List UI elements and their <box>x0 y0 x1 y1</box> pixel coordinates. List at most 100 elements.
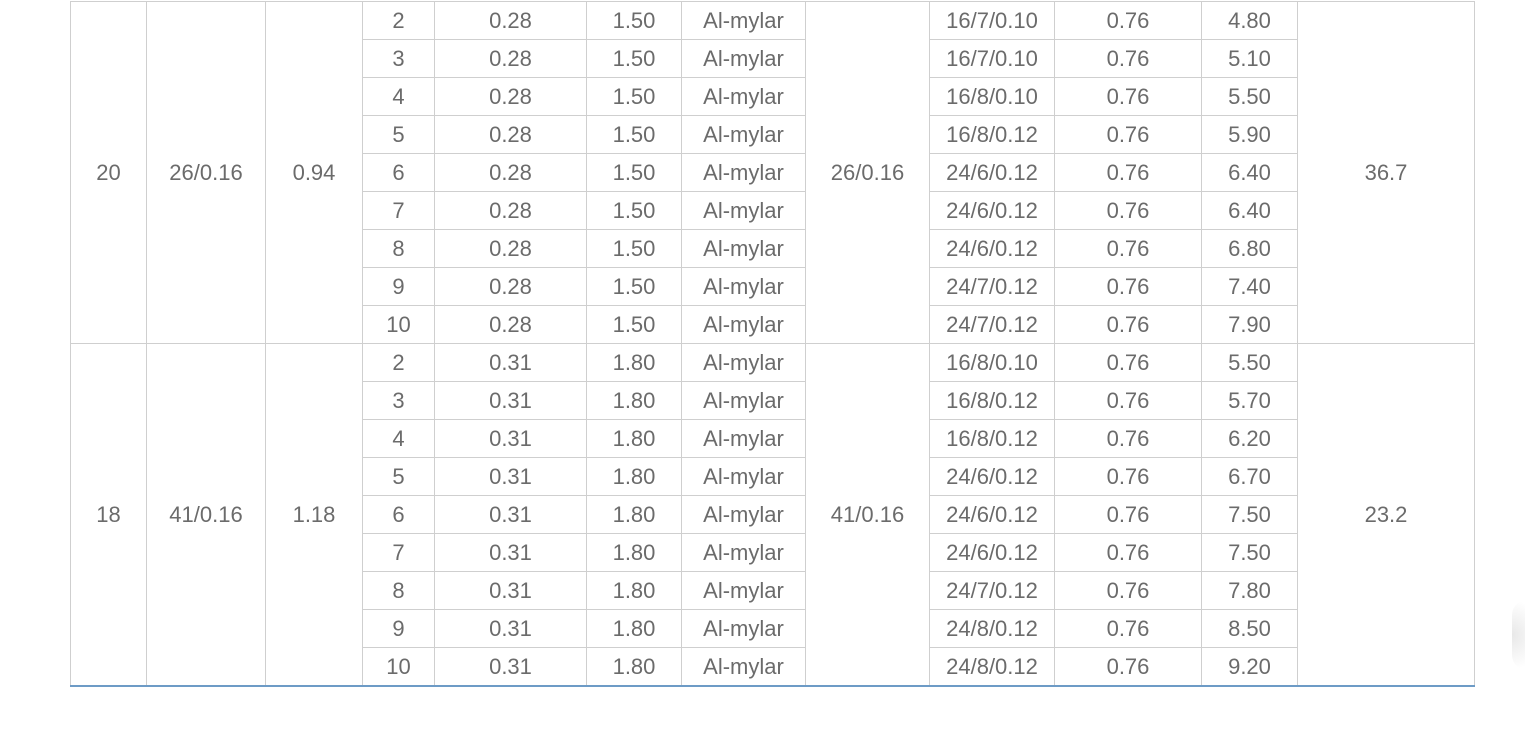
table-row: 7 0.28 1.50 Al-mylar 24/6/0.12 0.76 6.40 <box>71 191 1475 230</box>
pairs-cell: 7 <box>362 191 435 230</box>
insulation-cell: 0.31 <box>434 571 587 610</box>
diameter-cell: 1.50 <box>586 267 682 306</box>
braid-cell: 24/6/0.12 <box>929 457 1055 496</box>
pairs-cell: 10 <box>362 647 435 687</box>
diameter-cell: 1.80 <box>586 533 682 572</box>
outer-diameter-cell: 6.40 <box>1201 191 1298 230</box>
jacket-cell: 0.76 <box>1054 419 1202 458</box>
table-row: 8 0.28 1.50 Al-mylar 24/6/0.12 0.76 6.80 <box>71 229 1475 268</box>
insulation-cell: 0.31 <box>434 533 587 572</box>
shield-cell: Al-mylar <box>681 457 806 496</box>
table-row: 4 0.28 1.50 Al-mylar 16/8/0.10 0.76 5.50 <box>71 77 1475 116</box>
diameter-cell: 1.50 <box>586 115 682 154</box>
braid-cell: 16/7/0.10 <box>929 1 1055 40</box>
table-row: 9 0.28 1.50 Al-mylar 24/7/0.12 0.76 7.40 <box>71 267 1475 306</box>
resistance-cell: 23.2 <box>1297 343 1475 687</box>
conductor-cell: 41/0.16 <box>146 343 266 687</box>
outer-diameter-cell: 5.50 <box>1201 77 1298 116</box>
insulation-cell: 0.31 <box>434 495 587 534</box>
insulation-cell: 0.31 <box>434 647 587 687</box>
braid-cell: 24/8/0.12 <box>929 609 1055 648</box>
jacket-cell: 0.76 <box>1054 191 1202 230</box>
pairs-cell: 3 <box>362 39 435 78</box>
diameter-cell: 1.80 <box>586 381 682 420</box>
insulation-cell: 0.31 <box>434 343 587 382</box>
jacket-cell: 0.76 <box>1054 343 1202 382</box>
outer-diameter-cell: 5.10 <box>1201 39 1298 78</box>
outer-diameter-cell: 4.80 <box>1201 1 1298 40</box>
table-row: 6 0.28 1.50 Al-mylar 24/6/0.12 0.76 6.40 <box>71 153 1475 192</box>
table-row: 5 0.28 1.50 Al-mylar 16/8/0.12 0.76 5.90 <box>71 115 1475 154</box>
outer-diameter-cell: 7.80 <box>1201 571 1298 610</box>
diameter-cell: 1.80 <box>586 419 682 458</box>
pairs-cell: 3 <box>362 381 435 420</box>
table-row: 10 0.31 1.80 Al-mylar 24/8/0.12 0.76 9.20 <box>71 647 1475 687</box>
jacket-cell: 0.76 <box>1054 647 1202 687</box>
pairs-cell: 4 <box>362 419 435 458</box>
outer-diameter-cell: 6.80 <box>1201 229 1298 268</box>
pairs-cell: 5 <box>362 457 435 496</box>
braid-cell: 24/6/0.12 <box>929 191 1055 230</box>
outer-diameter-cell: 8.50 <box>1201 609 1298 648</box>
table-row: 3 0.31 1.80 Al-mylar 16/8/0.12 0.76 5.70 <box>71 381 1475 420</box>
table-row: 8 0.31 1.80 Al-mylar 24/7/0.12 0.76 7.80 <box>71 571 1475 610</box>
diameter-cell: 1.80 <box>586 647 682 687</box>
outer-diameter-cell: 7.50 <box>1201 533 1298 572</box>
insulation-cell: 0.28 <box>434 305 587 344</box>
awg-cell: 18 <box>70 343 147 687</box>
shield-cell: Al-mylar <box>681 39 806 78</box>
pairs-cell: 5 <box>362 115 435 154</box>
pairs-cell: 6 <box>362 495 435 534</box>
diameter-cell: 1.80 <box>586 571 682 610</box>
shield-cell: Al-mylar <box>681 305 806 344</box>
outer-diameter-cell: 5.90 <box>1201 115 1298 154</box>
pairs-cell: 8 <box>362 571 435 610</box>
braid-cell: 16/7/0.10 <box>929 39 1055 78</box>
outer-diameter-cell: 6.40 <box>1201 153 1298 192</box>
pairs-cell: 2 <box>362 1 435 40</box>
shield-cell: Al-mylar <box>681 609 806 648</box>
insulation-cell: 0.28 <box>434 1 587 40</box>
insulation-cell: 0.28 <box>434 229 587 268</box>
diameter-cell: 1.50 <box>586 39 682 78</box>
braid-cell: 24/6/0.12 <box>929 229 1055 268</box>
braid-cell: 16/8/0.12 <box>929 381 1055 420</box>
resistance-cell: 36.7 <box>1297 1 1475 344</box>
shield-cell: Al-mylar <box>681 419 806 458</box>
insulation-cell: 0.28 <box>434 191 587 230</box>
outer-diameter-cell: 9.20 <box>1201 647 1298 687</box>
table-row: 7 0.31 1.80 Al-mylar 24/6/0.12 0.76 7.50 <box>71 533 1475 572</box>
shield-cell: Al-mylar <box>681 77 806 116</box>
jacket-cell: 0.76 <box>1054 609 1202 648</box>
shield-cell: Al-mylar <box>681 267 806 306</box>
braid-cell: 24/6/0.12 <box>929 495 1055 534</box>
pairs-cell: 4 <box>362 77 435 116</box>
outer-diameter-cell: 5.70 <box>1201 381 1298 420</box>
outer-diameter-cell: 7.90 <box>1201 305 1298 344</box>
jacket-cell: 0.76 <box>1054 305 1202 344</box>
shield-cell: Al-mylar <box>681 153 806 192</box>
insulation-cell: 0.31 <box>434 457 587 496</box>
braid-cell: 16/8/0.10 <box>929 343 1055 382</box>
shield-cell: Al-mylar <box>681 1 806 40</box>
jacket-cell: 0.76 <box>1054 571 1202 610</box>
braid-cell: 24/7/0.12 <box>929 305 1055 344</box>
jacket-cell: 0.76 <box>1054 267 1202 306</box>
insulation-cell: 0.31 <box>434 419 587 458</box>
braid-cell: 24/7/0.12 <box>929 571 1055 610</box>
outer-diameter-cell: 6.70 <box>1201 457 1298 496</box>
insulation-cell: 0.28 <box>434 115 587 154</box>
shield-cell: Al-mylar <box>681 191 806 230</box>
jacket-cell: 0.76 <box>1054 533 1202 572</box>
shield-cell: Al-mylar <box>681 115 806 154</box>
pairs-cell: 7 <box>362 533 435 572</box>
shield-cell: Al-mylar <box>681 533 806 572</box>
insulation-cell: 0.28 <box>434 153 587 192</box>
diameter-cell: 1.80 <box>586 343 682 382</box>
diameter-cell: 1.50 <box>586 1 682 40</box>
outer-diameter-cell: 5.50 <box>1201 343 1298 382</box>
table-group: 18 41/0.16 1.18 2 0.31 1.80 Al-mylar 41/0.16 16/… <box>70 343 1475 687</box>
outer-diameter-cell: 6.20 <box>1201 419 1298 458</box>
table-row: 5 0.31 1.80 Al-mylar 24/6/0.12 0.76 6.70 <box>71 457 1475 496</box>
jacket-cell: 0.76 <box>1054 77 1202 116</box>
